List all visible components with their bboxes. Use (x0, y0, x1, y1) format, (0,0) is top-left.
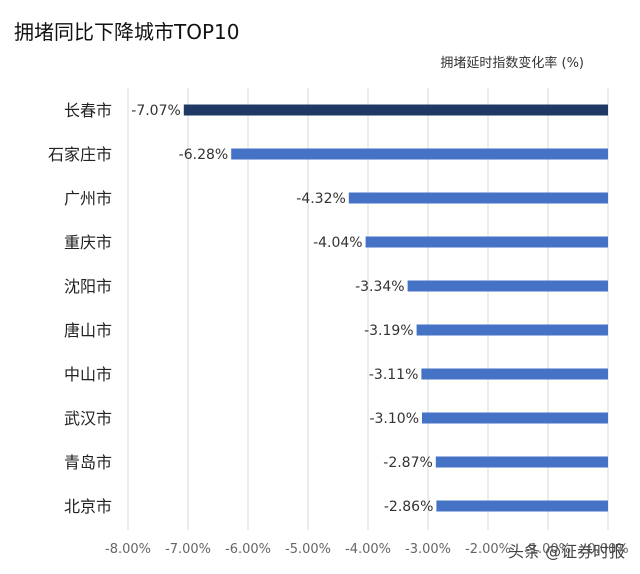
category-label: 广州市 (64, 189, 112, 208)
category-label: 唐山市 (64, 321, 112, 340)
bar (231, 148, 608, 160)
data-label: -4.04% (313, 235, 363, 251)
x-tick-label: -4.00% (345, 542, 391, 557)
chart-title: 拥堵同比下降城市TOP10 (14, 20, 240, 44)
category-label: 北京市 (64, 497, 112, 516)
watermark: 头条 @证券时报 (508, 542, 626, 561)
category-label: 石家庄市 (48, 145, 112, 164)
data-label: -2.86% (384, 499, 434, 515)
category-label: 重庆市 (64, 233, 112, 252)
bar (436, 500, 608, 512)
data-label: -2.87% (383, 455, 433, 471)
bar (183, 104, 609, 116)
category-label: 青岛市 (64, 453, 112, 472)
x-tick-label: -2.00% (465, 542, 511, 557)
data-label: -4.32% (296, 191, 346, 207)
category-label: 中山市 (64, 365, 112, 384)
bar (421, 368, 608, 380)
x-tick-label: 0.00% (587, 542, 628, 557)
x-tick-label: -7.00% (165, 542, 211, 557)
x-tick-label: -3.00% (405, 542, 451, 557)
data-label: -3.19% (364, 323, 414, 339)
data-label: -3.34% (355, 279, 405, 295)
data-label: -3.10% (369, 411, 419, 427)
data-label: -3.11% (369, 367, 419, 383)
category-label: 武汉市 (64, 409, 112, 428)
x-tick-label: -1.00% (525, 542, 571, 557)
x-tick-label: -5.00% (285, 542, 331, 557)
x-tick-label: -6.00% (225, 542, 271, 557)
category-label: 沈阳市 (64, 277, 112, 296)
chart-subtitle: 拥堵延时指数变化率 (%) (440, 56, 584, 71)
data-label: -6.28% (179, 147, 229, 163)
bar (365, 236, 608, 248)
bar (435, 456, 608, 468)
bar (422, 412, 608, 424)
bar (407, 280, 608, 292)
data-label: -7.07% (131, 103, 181, 119)
bar (348, 192, 608, 204)
category-label: 长春市 (64, 101, 112, 120)
bar (416, 324, 608, 336)
x-tick-label: -8.00% (105, 542, 151, 557)
